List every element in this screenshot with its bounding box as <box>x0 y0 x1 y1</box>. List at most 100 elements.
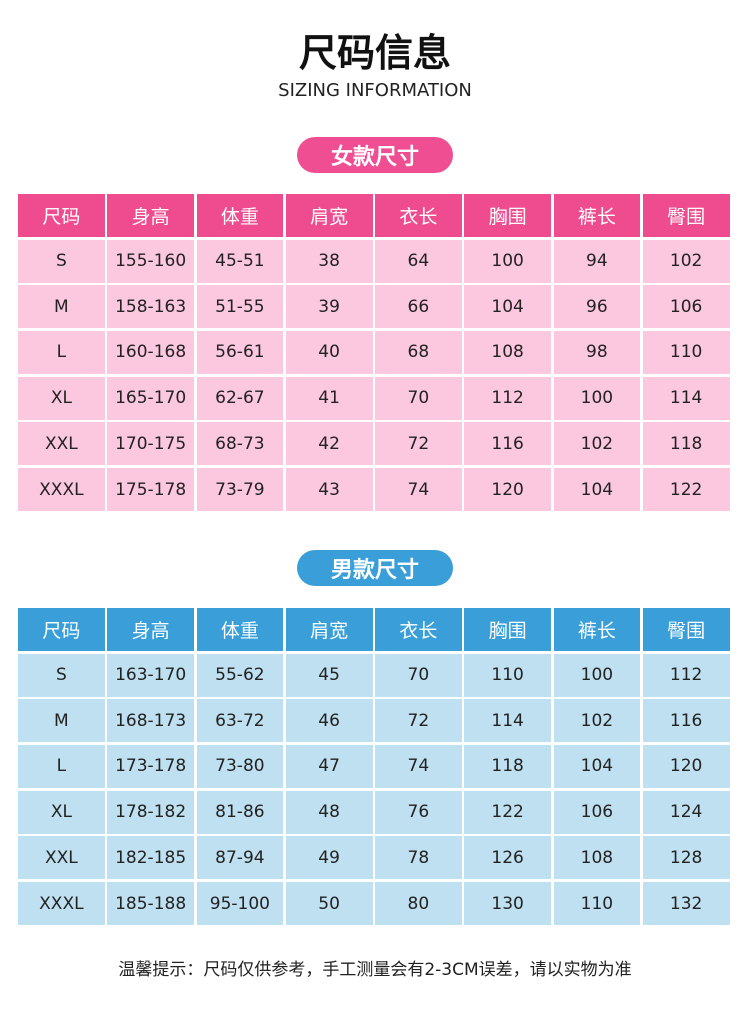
table-cell: 62-67 <box>196 376 284 420</box>
section-badge: 女款尺寸 <box>297 137 453 173</box>
table-cell: 76 <box>375 790 462 834</box>
header-cell: 衣长 <box>375 194 462 237</box>
table-cell: L <box>18 744 105 789</box>
table-cell: 73-80 <box>196 744 284 789</box>
table-cell: 70 <box>375 376 462 420</box>
table-cell: 70 <box>375 653 462 697</box>
table-cell: 108 <box>553 836 641 880</box>
table-cell: 185-188 <box>107 882 194 926</box>
table-cell: 120 <box>464 468 551 512</box>
table-cell: 182-185 <box>107 836 194 880</box>
table-cell: 126 <box>464 836 551 880</box>
table-cell: 106 <box>642 285 730 329</box>
table-cell: 168-173 <box>107 699 194 743</box>
table-cell: 100 <box>553 376 641 420</box>
table-cell: 73-79 <box>196 468 284 512</box>
table-cell: 104 <box>553 468 641 512</box>
table-cell: 80 <box>375 882 462 926</box>
table-cell: XXXL <box>18 468 105 512</box>
table-cell: 81-86 <box>196 790 284 834</box>
table-cell: 173-178 <box>107 744 194 789</box>
table-cell: 63-72 <box>196 699 284 743</box>
table-cell: 64 <box>375 239 462 283</box>
table-cell: 116 <box>642 699 730 743</box>
table-cell: 110 <box>553 882 641 926</box>
header-cell: 胸围 <box>464 194 551 237</box>
table-cell: 160-168 <box>107 330 194 375</box>
table-cell: 72 <box>375 699 462 743</box>
header-cell: 裤长 <box>553 608 641 651</box>
table-cell: S <box>18 239 105 283</box>
table-cell: 124 <box>642 790 730 834</box>
table-cell: 43 <box>285 468 373 512</box>
header-cell: 臀围 <box>642 194 730 237</box>
table-cell: L <box>18 330 105 375</box>
table-cell: 68 <box>375 330 462 375</box>
header-cell: 体重 <box>196 194 284 237</box>
table-cell: 112 <box>642 653 730 697</box>
table-cell: 122 <box>464 790 551 834</box>
table-cell: 47 <box>285 744 373 789</box>
table-cell: 178-182 <box>107 790 194 834</box>
table-cell: 98 <box>553 330 641 375</box>
table-cell: 102 <box>642 239 730 283</box>
table-cell: 45 <box>285 653 373 697</box>
header-cell: 衣长 <box>375 608 462 651</box>
table-cell: 41 <box>285 376 373 420</box>
header-cell: 肩宽 <box>285 608 373 651</box>
table-cell: 40 <box>285 330 373 375</box>
table-cell: 46 <box>285 699 373 743</box>
table-cell: 155-160 <box>107 239 194 283</box>
table-cell: 42 <box>285 422 373 466</box>
header-cell: 体重 <box>196 608 284 651</box>
table-cell: 49 <box>285 836 373 880</box>
table-cell: 45-51 <box>196 239 284 283</box>
table-cell: 158-163 <box>107 285 194 329</box>
table-cell: 112 <box>464 376 551 420</box>
table-cell: XL <box>18 376 105 420</box>
table-cell: 108 <box>464 330 551 375</box>
table-cell: 74 <box>375 744 462 789</box>
table-cell: S <box>18 653 105 697</box>
table-cell: 106 <box>553 790 641 834</box>
table-cell: 118 <box>642 422 730 466</box>
table-cell: 39 <box>285 285 373 329</box>
table-cell: 165-170 <box>107 376 194 420</box>
table-cell: M <box>18 285 105 329</box>
table-cell: 102 <box>553 699 641 743</box>
table-cell: 118 <box>464 744 551 789</box>
header-cell: 身高 <box>107 194 194 237</box>
table-cell: XL <box>18 790 105 834</box>
table-cell: 100 <box>553 653 641 697</box>
header-cell: 肩宽 <box>285 194 373 237</box>
header-cell: 尺码 <box>18 608 105 651</box>
table-cell: 78 <box>375 836 462 880</box>
table-cell: 48 <box>285 790 373 834</box>
table-cell: XXXL <box>18 882 105 926</box>
footer-note: 温馨提示：尺码仅供参考，手工测量会有2-3CM误差，请以实物为准 <box>118 959 632 980</box>
table-cell: 120 <box>642 744 730 789</box>
table-cell: 175-178 <box>107 468 194 512</box>
table-cell: 66 <box>375 285 462 329</box>
table-cell: 130 <box>464 882 551 926</box>
table-cell: XXL <box>18 836 105 880</box>
table-cell: 104 <box>464 285 551 329</box>
table-cell: 56-61 <box>196 330 284 375</box>
table-cell: 74 <box>375 468 462 512</box>
table-cell: 38 <box>285 239 373 283</box>
table-cell: 114 <box>642 376 730 420</box>
table-cell: 55-62 <box>196 653 284 697</box>
table-cell: 72 <box>375 422 462 466</box>
table-cell: 132 <box>642 882 730 926</box>
table-cell: 50 <box>285 882 373 926</box>
table-cell: XXL <box>18 422 105 466</box>
table-cell: 102 <box>553 422 641 466</box>
subtitle: SIZING INFORMATION <box>278 79 472 101</box>
table-cell: 110 <box>642 330 730 375</box>
header-cell: 身高 <box>107 608 194 651</box>
table-cell: 116 <box>464 422 551 466</box>
title: 尺码信息 <box>298 30 451 75</box>
table-cell: 104 <box>553 744 641 789</box>
table-cell: 68-73 <box>196 422 284 466</box>
